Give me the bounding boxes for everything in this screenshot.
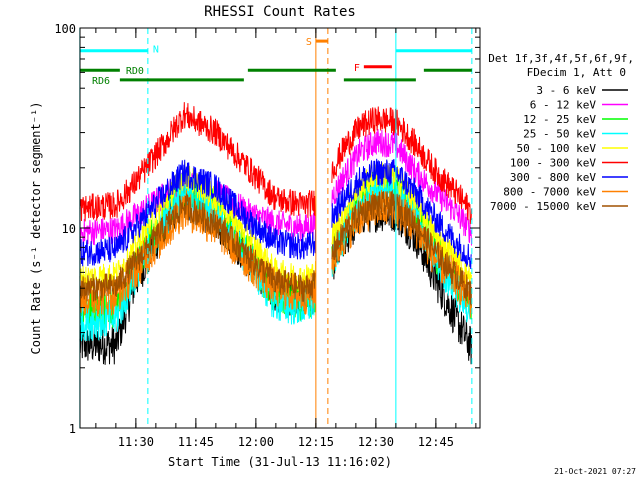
flag-label-n: N (153, 45, 159, 56)
legend-entry-label-2: 12 - 25 keV (523, 113, 596, 126)
legend-header-line-1: Det 1f,3f,4f,5f,6f,9f, (488, 52, 634, 65)
footer-date: 21-Oct-2021 07:27 (554, 467, 636, 476)
x-tick-label-0: 11:30 (118, 435, 154, 449)
x-axis-ticks: 11:30 11:45 12:00 12:15 12:30 12:45 (95, 28, 477, 449)
x-tick-label-5: 12:45 (418, 435, 454, 449)
series-line-8 (79, 189, 472, 306)
legend-entry-label-8: 7000 - 15000 keV (490, 200, 596, 213)
legend-entry-label-3: 25 - 50 keV (523, 128, 596, 141)
y-axis-ticks: 1 10 100 (54, 22, 480, 436)
series-line-6 (79, 158, 472, 270)
series-line-5 (79, 102, 472, 225)
flag-label-f: F (354, 63, 360, 74)
legend: Det 1f,3f,4f,5f,6f,9f, FDecim 1, Att 0 3… (488, 52, 634, 213)
x-tick-label-4: 12:30 (358, 435, 394, 449)
x-tick-label-1: 11:45 (178, 435, 214, 449)
legend-header-line-2: FDecim 1, Att 0 (527, 66, 626, 79)
y-tick-label-0: 1 (69, 422, 76, 436)
y-tick-label-2: 100 (54, 22, 76, 36)
legend-entry-label-0: 3 - 6 keV (536, 84, 596, 97)
x-tick-label-3: 12:15 (298, 435, 334, 449)
x-tick-label-2: 12:00 (238, 435, 274, 449)
flag-bars-layer: N S F RD0 RD6 (79, 37, 472, 87)
legend-entry-label-7: 800 - 7000 keV (503, 186, 596, 199)
flag-label-s: S (306, 37, 312, 48)
y-axis-label: Count Rate (s⁻¹ detector segment⁻¹) (29, 102, 43, 355)
legend-entry-label-4: 50 - 100 keV (517, 142, 597, 155)
y-tick-label-1: 10 (62, 222, 76, 236)
legend-entry-label-6: 300 - 800 keV (510, 171, 596, 184)
chart-title: RHESSI Count Rates (204, 4, 356, 20)
x-axis-label: Start Time (31-Jul-13 11:16:02) (168, 455, 392, 469)
legend-entry-label-1: 6 - 12 keV (530, 99, 597, 112)
series-layer (79, 102, 472, 365)
flag-label-rd6: RD6 (92, 76, 110, 87)
flag-label-rd0: RD0 (126, 66, 144, 77)
legend-entry-label-5: 100 - 300 keV (510, 157, 596, 170)
